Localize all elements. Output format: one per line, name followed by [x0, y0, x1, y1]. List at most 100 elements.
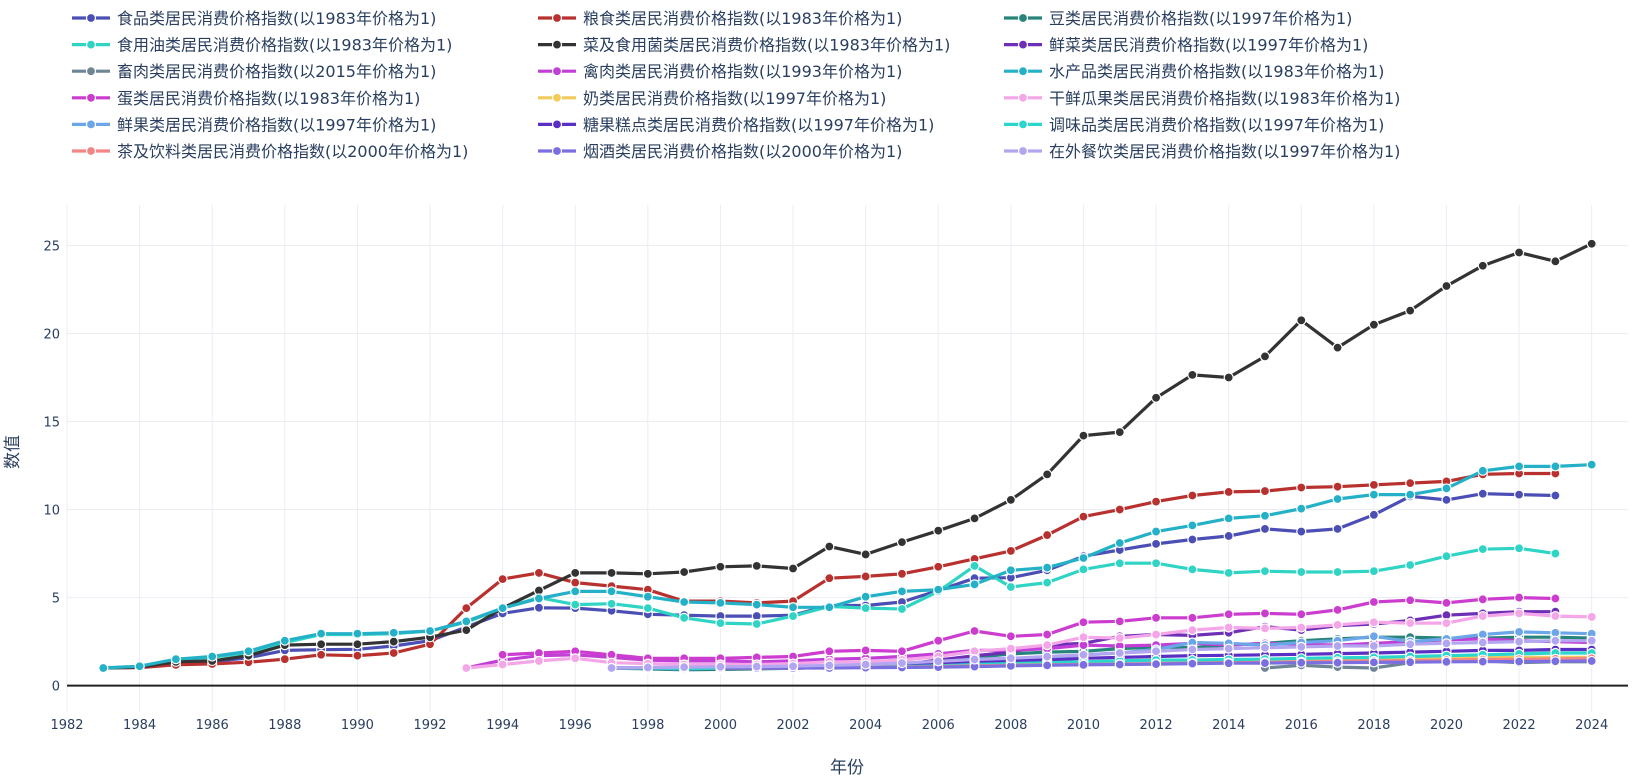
data-point[interactable]: [1114, 537, 1125, 549]
data-point[interactable]: [860, 603, 871, 614]
data-point[interactable]: [570, 653, 581, 664]
legend-item[interactable]: 菜及食用菌类居民消费价格指数(以1983年价格为1): [538, 36, 950, 55]
data-point[interactable]: [751, 661, 762, 672]
data-point[interactable]: [715, 617, 726, 629]
data-point[interactable]: [1368, 479, 1379, 491]
data-point[interactable]: [1005, 545, 1016, 557]
data-point[interactable]: [1259, 608, 1271, 619]
data-point[interactable]: [1586, 655, 1597, 667]
data-point[interactable]: [352, 628, 363, 639]
data-point[interactable]: [896, 586, 908, 597]
data-point[interactable]: [824, 660, 835, 671]
legend-item[interactable]: 烟酒类居民消费价格指数(以2000年价格为1): [538, 142, 902, 161]
data-point[interactable]: [497, 573, 508, 585]
data-point[interactable]: [461, 662, 472, 674]
data-point[interactable]: [933, 584, 944, 595]
data-point[interactable]: [170, 654, 182, 665]
data-point[interactable]: [1441, 597, 1452, 608]
data-point[interactable]: [896, 657, 908, 669]
data-point[interactable]: [1513, 608, 1525, 619]
data-point[interactable]: [533, 593, 545, 604]
data-point[interactable]: [1296, 641, 1307, 652]
data-point[interactable]: [424, 625, 436, 637]
data-point[interactable]: [1332, 481, 1343, 492]
data-point[interactable]: [1042, 640, 1053, 651]
data-point[interactable]: [1078, 564, 1089, 575]
legend-item[interactable]: 在外餐饮类居民消费价格指数(以1997年价格为1): [1004, 142, 1400, 161]
data-point[interactable]: [1332, 640, 1343, 652]
data-point[interactable]: [1187, 534, 1198, 545]
data-point[interactable]: [824, 573, 835, 584]
data-point[interactable]: [1368, 566, 1379, 577]
data-point[interactable]: [1005, 653, 1016, 664]
data-point[interactable]: [1441, 656, 1452, 667]
data-point[interactable]: [1513, 626, 1525, 638]
legend-item[interactable]: 鲜菜类居民消费价格指数(以1997年价格为1): [1004, 36, 1368, 55]
data-point[interactable]: [1150, 526, 1162, 537]
data-point[interactable]: [1187, 564, 1198, 575]
data-point[interactable]: [1368, 489, 1379, 500]
data-point[interactable]: [1223, 643, 1234, 654]
data-point[interactable]: [1405, 595, 1416, 606]
data-point[interactable]: [1078, 649, 1089, 660]
data-point[interactable]: [1042, 651, 1053, 662]
legend-item[interactable]: 奶类居民消费价格指数(以1997年价格为1): [538, 89, 886, 108]
data-point[interactable]: [679, 566, 690, 578]
legend-item[interactable]: 食用油类居民消费价格指数(以1983年价格为1): [72, 36, 452, 55]
data-point[interactable]: [1078, 430, 1089, 441]
data-point[interactable]: [461, 603, 472, 614]
data-point[interactable]: [570, 599, 581, 610]
data-point[interactable]: [1259, 642, 1271, 653]
data-point[interactable]: [1078, 552, 1089, 564]
data-point[interactable]: [1259, 351, 1271, 362]
data-point[interactable]: [751, 560, 762, 571]
data-point[interactable]: [969, 560, 980, 571]
data-point[interactable]: [606, 598, 617, 609]
data-point[interactable]: [1441, 617, 1452, 629]
data-point[interactable]: [1368, 509, 1379, 520]
data-point[interactable]: [1150, 496, 1162, 507]
data-point[interactable]: [896, 646, 908, 657]
data-point[interactable]: [1477, 260, 1488, 271]
data-point[interactable]: [1114, 659, 1125, 670]
data-point[interactable]: [969, 654, 980, 665]
data-point[interactable]: [207, 651, 218, 662]
data-point[interactable]: [933, 525, 944, 536]
data-point[interactable]: [461, 616, 472, 627]
data-point[interactable]: [1513, 656, 1525, 667]
data-point[interactable]: [860, 659, 871, 670]
data-point[interactable]: [1042, 629, 1053, 640]
data-point[interactable]: [1296, 566, 1307, 578]
data-point[interactable]: [1405, 559, 1416, 571]
data-point[interactable]: [1550, 256, 1561, 267]
data-point[interactable]: [316, 628, 327, 639]
data-point[interactable]: [243, 646, 254, 657]
data-point[interactable]: [1332, 657, 1343, 668]
data-point[interactable]: [1332, 566, 1343, 578]
data-point[interactable]: [1513, 461, 1525, 472]
data-point[interactable]: [1550, 593, 1561, 604]
data-point[interactable]: [824, 541, 835, 552]
legend-item[interactable]: 粮食类居民消费价格指数(以1983年价格为1): [538, 9, 902, 28]
data-point[interactable]: [497, 649, 508, 660]
data-point[interactable]: [606, 662, 617, 674]
data-point[interactable]: [1187, 612, 1198, 623]
data-point[interactable]: [1332, 523, 1343, 535]
data-point[interactable]: [1150, 612, 1162, 623]
data-point[interactable]: [1150, 538, 1162, 549]
data-point[interactable]: [1550, 490, 1561, 501]
data-point[interactable]: [1223, 372, 1234, 383]
data-point[interactable]: [1441, 551, 1452, 562]
data-point[interactable]: [1477, 594, 1488, 605]
data-point[interactable]: [787, 563, 799, 574]
data-point[interactable]: [1187, 520, 1198, 531]
data-point[interactable]: [1477, 465, 1488, 476]
data-point[interactable]: [1296, 657, 1307, 668]
data-point[interactable]: [1187, 625, 1198, 636]
data-point[interactable]: [1477, 637, 1488, 648]
data-point[interactable]: [1441, 638, 1452, 649]
data-point[interactable]: [787, 661, 799, 672]
data-point[interactable]: [1150, 392, 1162, 403]
data-point[interactable]: [533, 602, 545, 613]
legend-item[interactable]: 食品类居民消费价格指数(以1983年价格为1): [72, 9, 436, 28]
